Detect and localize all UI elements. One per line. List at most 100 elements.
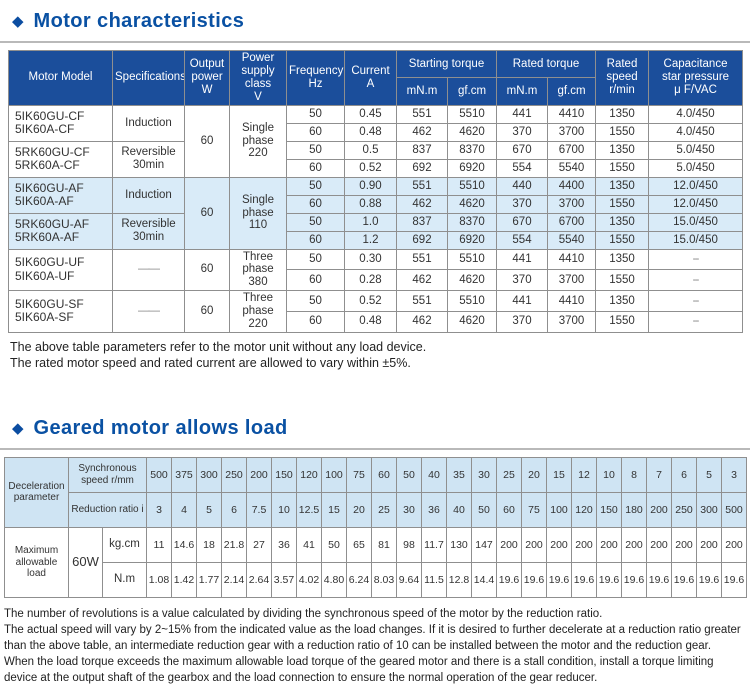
table-cell: 4410: [547, 104, 596, 124]
table-cell: Reversible 30min: [112, 212, 185, 250]
header-cell: Specifications: [112, 50, 185, 106]
table-cell: 1550: [595, 230, 649, 250]
table-cell: 440: [496, 176, 548, 196]
table-cell: 692: [396, 158, 448, 178]
table-cell: 5510: [447, 290, 497, 312]
table-cell: 50: [286, 140, 345, 160]
table-cell: 35: [446, 456, 472, 493]
table-cell: 120: [571, 491, 597, 528]
table-cell: 6: [221, 491, 247, 528]
table-cell: 837: [396, 140, 448, 160]
table-cell: 75: [346, 456, 372, 493]
table-cell: 75: [521, 491, 547, 528]
table-cell: 462: [396, 310, 448, 333]
title-divider: [0, 41, 750, 43]
table-cell: 200: [696, 526, 722, 563]
table-cell: 3700: [547, 194, 596, 214]
note-line: device at the output shaft of the gearbo…: [4, 671, 598, 684]
table-cell: 60: [286, 310, 345, 333]
table-cell: --: [648, 248, 743, 271]
table-cell: 6: [671, 456, 697, 493]
table-cell: 554: [496, 230, 548, 250]
table-cell: 12.0/450: [648, 176, 743, 196]
table-cell: 670: [496, 212, 548, 232]
table-cell: 5IK60GU-UF 5IK60A-UF: [8, 248, 113, 292]
table-cell: 12: [571, 456, 597, 493]
table-cell: 200: [671, 526, 697, 563]
table-cell: 200: [646, 526, 672, 563]
table-cell: ——: [112, 248, 185, 292]
table-cell: 15.0/450: [648, 230, 743, 250]
table-cell: 4.80: [321, 561, 347, 598]
header-cell: Capacitance star pressure μ F/VAC: [648, 50, 743, 106]
header-cell: Current A: [344, 50, 397, 106]
table-cell: 7: [646, 456, 672, 493]
table-cell: 1550: [595, 122, 649, 142]
table-cell: 60: [184, 290, 230, 333]
table-cell: 19.6: [696, 561, 722, 598]
table-cell: 4400: [547, 176, 596, 196]
table-cell: 20: [521, 456, 547, 493]
table-cell: 19.6: [596, 561, 622, 598]
header-cell: gf.cm: [447, 77, 497, 106]
table-cell: 60: [184, 176, 230, 250]
motor-table-notes: The above table parameters refer to the …: [10, 339, 750, 371]
table-cell: 0.88: [344, 194, 397, 214]
table-cell: 14.4: [471, 561, 497, 598]
table-cell: 0.30: [344, 248, 397, 271]
table-cell: 50: [471, 491, 497, 528]
table-cell: 1550: [595, 310, 649, 333]
table-cell: 370: [496, 194, 548, 214]
table-cell: 1350: [595, 212, 649, 232]
table-cell: 551: [396, 176, 448, 196]
table-cell: 200: [721, 526, 747, 563]
table-cell: 6700: [547, 212, 596, 232]
table-cell: 250: [221, 456, 247, 493]
table-cell: N.m: [102, 561, 147, 598]
table-cell: 20: [346, 491, 372, 528]
table-cell: 5510: [447, 176, 497, 196]
table-cell: 200: [646, 491, 672, 528]
table-cell: 50: [286, 290, 345, 312]
table-cell: 300: [696, 491, 722, 528]
header-cell: Power supply class V: [229, 50, 287, 106]
table-cell: 7.5: [246, 491, 272, 528]
table-cell: 9.64: [396, 561, 422, 598]
table-cell: 5: [196, 491, 222, 528]
table-cell: 1.08: [146, 561, 172, 598]
table-cell: 4410: [547, 290, 596, 312]
table-cell: 19.6: [496, 561, 522, 598]
table-cell: 1.42: [171, 561, 197, 598]
header-cell: Rated torque: [496, 49, 596, 79]
table-cell: 60: [286, 194, 345, 214]
table-cell: 200: [621, 526, 647, 563]
table-cell: 8: [621, 456, 647, 493]
table-cell: 50: [286, 176, 345, 196]
table-cell: 3.57: [271, 561, 297, 598]
table-cell: 370: [496, 122, 548, 142]
header-cell: Rated speed r/min: [595, 50, 649, 106]
table-cell: 5540: [547, 230, 596, 250]
note-line: than the above table, an intermediate re…: [4, 639, 712, 652]
table-cell: 5540: [547, 158, 596, 178]
table-cell: 11: [146, 526, 172, 563]
table-cell: 3700: [547, 269, 596, 292]
table-cell: 4620: [447, 269, 497, 292]
table-cell: 15: [546, 456, 572, 493]
table-cell: kg.cm: [102, 526, 147, 563]
table-cell: 3: [721, 456, 747, 493]
table-cell: 5: [696, 456, 722, 493]
table-cell: 3: [146, 491, 172, 528]
table-cell: Induction: [112, 104, 185, 142]
table-cell: 370: [496, 269, 548, 292]
diamond-bullet-icon: ◆: [12, 13, 24, 30]
title-divider: [0, 447, 750, 450]
table-cell: Single phase 110: [229, 176, 287, 250]
section-header-motor: ◆ Motor characteristics: [0, 0, 750, 38]
table-cell: 692: [396, 230, 448, 250]
table-cell: 25: [371, 491, 397, 528]
section-header-geared: ◆ Geared motor allows load: [0, 407, 750, 445]
table-cell: 19.6: [546, 561, 572, 598]
table-cell: 21.8: [221, 526, 247, 563]
table-cell: Synchronous speed r/mm: [68, 456, 147, 493]
